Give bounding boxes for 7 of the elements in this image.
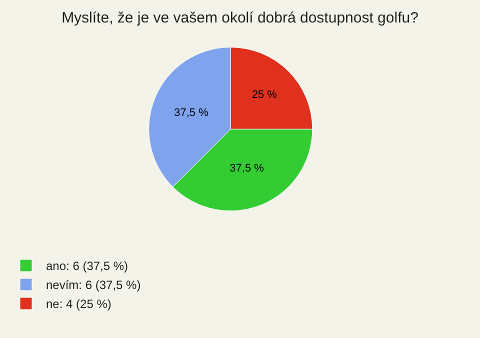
- legend-label: ne: 4 (25 %): [46, 297, 112, 312]
- data-label: 37,5 %: [230, 162, 264, 174]
- chart-title: Myslíte, že je ve vašem okolí dobrá dostupnost golfu?: [62, 9, 418, 26]
- legend-label: ano: 6 (37,5 %): [46, 259, 128, 274]
- legend-label: nevím: 6 (37,5 %): [46, 278, 141, 292]
- data-label: 37,5 %: [174, 106, 209, 119]
- data-label: 25 %: [252, 89, 278, 102]
